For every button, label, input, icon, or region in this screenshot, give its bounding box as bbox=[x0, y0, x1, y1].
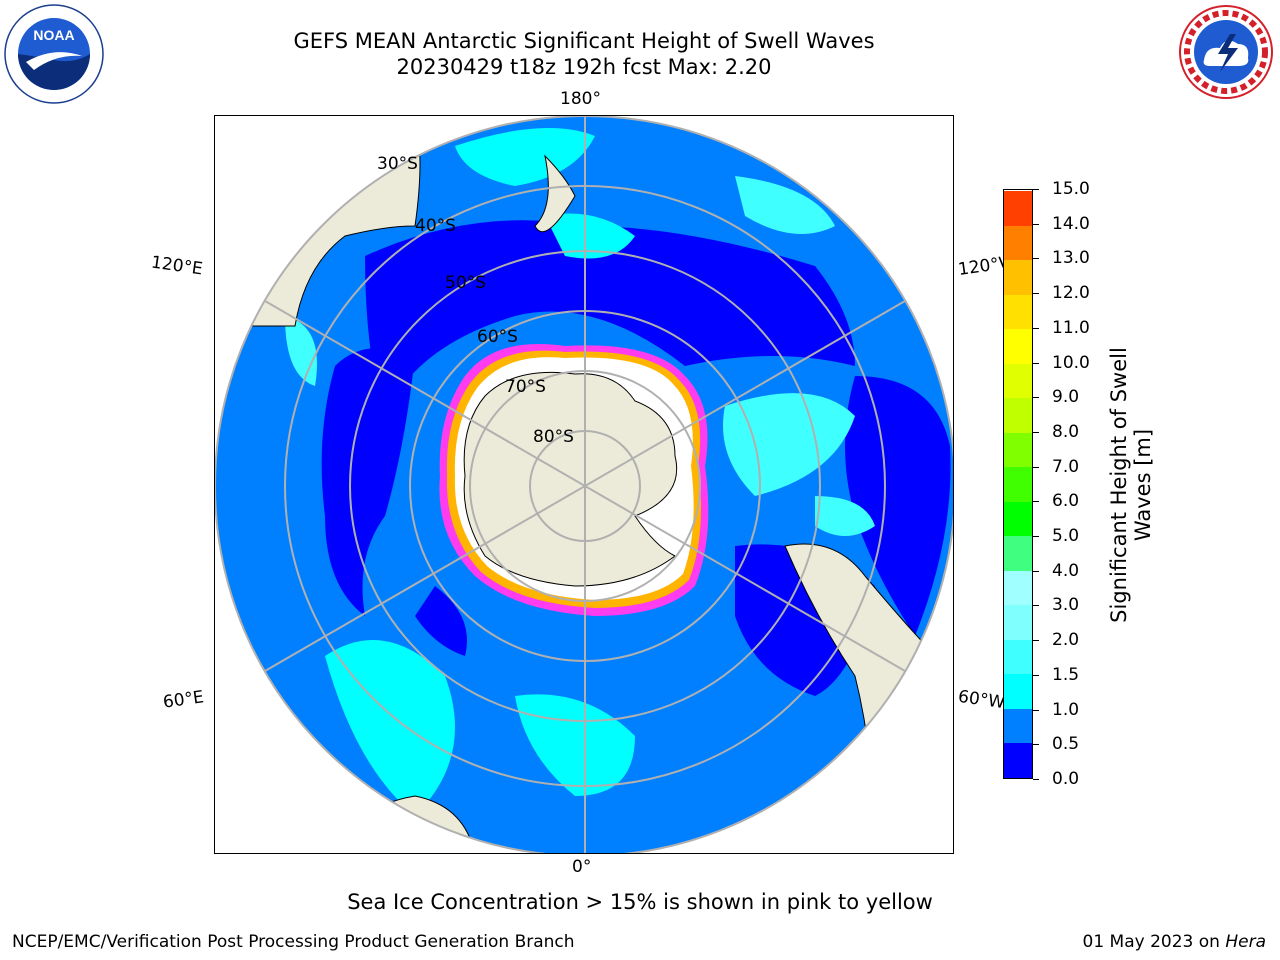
colorbar-tick bbox=[1033, 189, 1039, 190]
colorbar-segment bbox=[1004, 432, 1032, 468]
colorbar-tick bbox=[1033, 223, 1039, 225]
colorbar-segment bbox=[1004, 570, 1032, 606]
colorbar-tick-label: 7.0 bbox=[1052, 456, 1080, 477]
footer-host: Hera bbox=[1225, 932, 1266, 952]
colorbar-tick bbox=[1033, 709, 1039, 711]
colorbar-tick-label: 3.0 bbox=[1052, 595, 1080, 616]
colorbar-segment bbox=[1004, 708, 1032, 744]
footer-branch: NCEP/EMC/Verification Post Processing Pr… bbox=[12, 932, 575, 952]
colorbar-segment bbox=[1004, 225, 1032, 261]
lat-label-60s: 60°S bbox=[477, 327, 518, 347]
colorbar-segment bbox=[1004, 190, 1032, 226]
colorbar-tick-label: 8.0 bbox=[1052, 421, 1080, 442]
colorbar-tick-label: 12.0 bbox=[1052, 283, 1090, 304]
colorbar-tick bbox=[1033, 397, 1039, 399]
lon-label-180: 180° bbox=[560, 89, 601, 109]
swell-mid-region-4 bbox=[723, 393, 855, 496]
new-zealand-landmass bbox=[534, 154, 576, 233]
lon-label-60w: 60°W bbox=[956, 686, 1007, 714]
swell-mid-region-1 bbox=[455, 128, 595, 186]
footer-date-text: 01 May 2023 on bbox=[1082, 932, 1226, 952]
colorbar-tick-label: 6.0 bbox=[1052, 491, 1080, 512]
colorbar-tick-label: 4.0 bbox=[1052, 560, 1080, 581]
colorbar-segment bbox=[1004, 604, 1032, 640]
chart-subtitle: 20230429 t18z 192h fcst Max: 2.20 bbox=[396, 55, 772, 79]
colorbar-tick bbox=[1033, 362, 1039, 364]
colorbar-tick bbox=[1033, 779, 1039, 780]
colorbar-segment bbox=[1004, 363, 1032, 399]
colorbar bbox=[1003, 189, 1033, 779]
colorbar-tick-label: 13.0 bbox=[1052, 248, 1090, 269]
swell-mid-region-5 bbox=[325, 640, 455, 816]
swell-mid-region-8 bbox=[815, 496, 875, 536]
swell-low-region-north bbox=[365, 220, 855, 416]
lon-label-60e: 60°E bbox=[161, 687, 206, 713]
colorbar-segment bbox=[1004, 501, 1032, 537]
lat-label-80s: 80°S bbox=[533, 427, 574, 447]
colorbar-segment bbox=[1004, 673, 1032, 709]
colorbar-tick bbox=[1033, 327, 1039, 329]
sea-ice-note: Sea Ice Concentration > 15% is shown in … bbox=[347, 890, 933, 914]
colorbar-segment bbox=[1004, 328, 1032, 364]
colorbar-tick bbox=[1033, 605, 1039, 607]
swell-mid-region-2 bbox=[545, 213, 635, 259]
colorbar-tick-label: 0.0 bbox=[1052, 769, 1080, 789]
colorbar-segment bbox=[1004, 742, 1032, 778]
colorbar-tick-label: 1.0 bbox=[1052, 699, 1080, 720]
colorbar-segment bbox=[1004, 397, 1032, 433]
colorbar-tick-label: 14.0 bbox=[1052, 213, 1090, 234]
colorbar-tick bbox=[1033, 744, 1039, 746]
colorbar-tick bbox=[1033, 258, 1039, 260]
colorbar-tick-label: 2.0 bbox=[1052, 630, 1080, 651]
colorbar-tick-label: 0.5 bbox=[1052, 734, 1080, 755]
colorbar-tick-label: 10.0 bbox=[1052, 352, 1090, 373]
colorbar-title: Significant Height of Swell Waves [m] bbox=[1107, 347, 1155, 623]
swell-low-region-southwest bbox=[415, 586, 467, 656]
swell-mid-region-3 bbox=[735, 176, 835, 234]
colorbar-tick bbox=[1033, 431, 1039, 433]
noaa-logo-text: NOAA bbox=[33, 27, 74, 43]
noaa-logo-icon: NOAA bbox=[4, 4, 104, 104]
map-plot: 30°S 40°S 50°S 60°S 70°S 80°S bbox=[215, 116, 953, 853]
colorbar-tick bbox=[1033, 466, 1039, 468]
colorbar-tick bbox=[1033, 501, 1039, 503]
footer-date: 01 May 2023 on Hera bbox=[1083, 932, 1267, 952]
colorbar-tick-label: 1.5 bbox=[1052, 664, 1080, 685]
chart-title: GEFS MEAN Antarctic Significant Height o… bbox=[293, 29, 875, 53]
swell-low-region-west bbox=[321, 348, 415, 616]
colorbar-segment bbox=[1004, 535, 1032, 571]
colorbar-tick bbox=[1033, 536, 1039, 538]
lat-label-40s: 40°S bbox=[415, 216, 456, 236]
colorbar-tick bbox=[1033, 570, 1039, 572]
colorbar-segment bbox=[1004, 294, 1032, 330]
colorbar-tick bbox=[1033, 674, 1039, 676]
colorbar-segment bbox=[1004, 259, 1032, 295]
lon-label-120e: 120°E bbox=[149, 252, 204, 280]
colorbar-segment bbox=[1004, 639, 1032, 675]
colorbar-tick-label: 9.0 bbox=[1052, 387, 1080, 408]
antarctic-map: 30°S 40°S 50°S 60°S 70°S 80°S bbox=[214, 115, 954, 854]
colorbar-segment bbox=[1004, 466, 1032, 502]
graticule bbox=[215, 116, 953, 853]
colorbar-tick bbox=[1033, 293, 1039, 295]
lat-label-50s: 50°S bbox=[445, 273, 486, 293]
lon-label-0: 0° bbox=[572, 857, 592, 877]
swell-low-region-east bbox=[845, 376, 951, 636]
lat-label-30s: 30°S bbox=[377, 154, 418, 174]
colorbar-tick-label: 15.0 bbox=[1052, 179, 1090, 199]
colorbar-tick-label: 11.0 bbox=[1052, 317, 1090, 338]
colorbar-tick-label: 5.0 bbox=[1052, 526, 1080, 547]
lat-label-70s: 70°S bbox=[505, 377, 546, 397]
antarctica-landmass bbox=[463, 371, 678, 587]
colorbar-tick bbox=[1033, 640, 1039, 642]
nws-logo-icon bbox=[1179, 5, 1273, 99]
